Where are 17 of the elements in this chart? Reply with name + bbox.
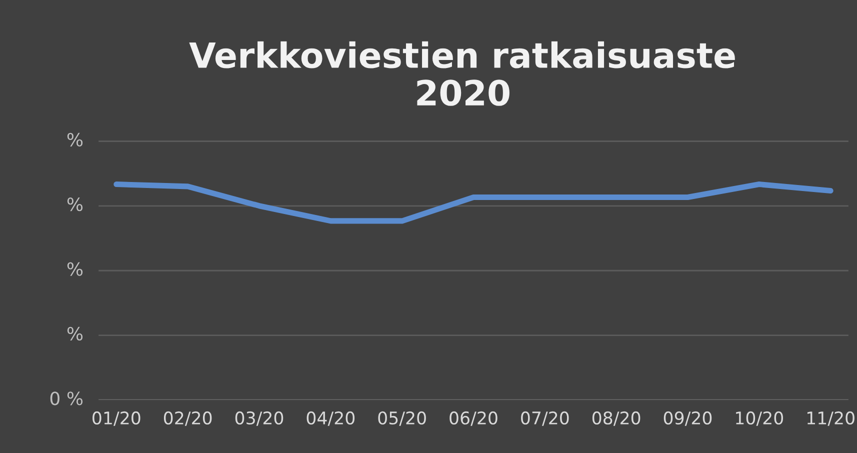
chart-title: Verkkoviestien ratkaisuaste 2020 — [189, 41, 735, 106]
x-tick-label: 09/20 — [664, 411, 712, 426]
text: % — [67, 262, 83, 276]
text: % — [67, 326, 83, 341]
x-tick-label: 10/20 — [736, 411, 784, 426]
x-tick-label: 02/20 — [164, 411, 212, 426]
x-tick-label: 03/20 — [235, 411, 284, 426]
x-tick-label: 11/20 — [807, 411, 854, 426]
x-tick-label: 05/20 — [378, 411, 426, 426]
x-tick-label: 07/20 — [521, 411, 569, 426]
text: 0 % — [50, 392, 83, 406]
text: % — [67, 132, 83, 146]
x-tick-label: 04/20 — [306, 411, 355, 426]
text: % — [67, 198, 83, 212]
x-tick-label: 06/20 — [450, 411, 498, 426]
x-tick-label: 01/20 — [92, 411, 140, 426]
x-tick-label: 08/20 — [592, 411, 640, 426]
